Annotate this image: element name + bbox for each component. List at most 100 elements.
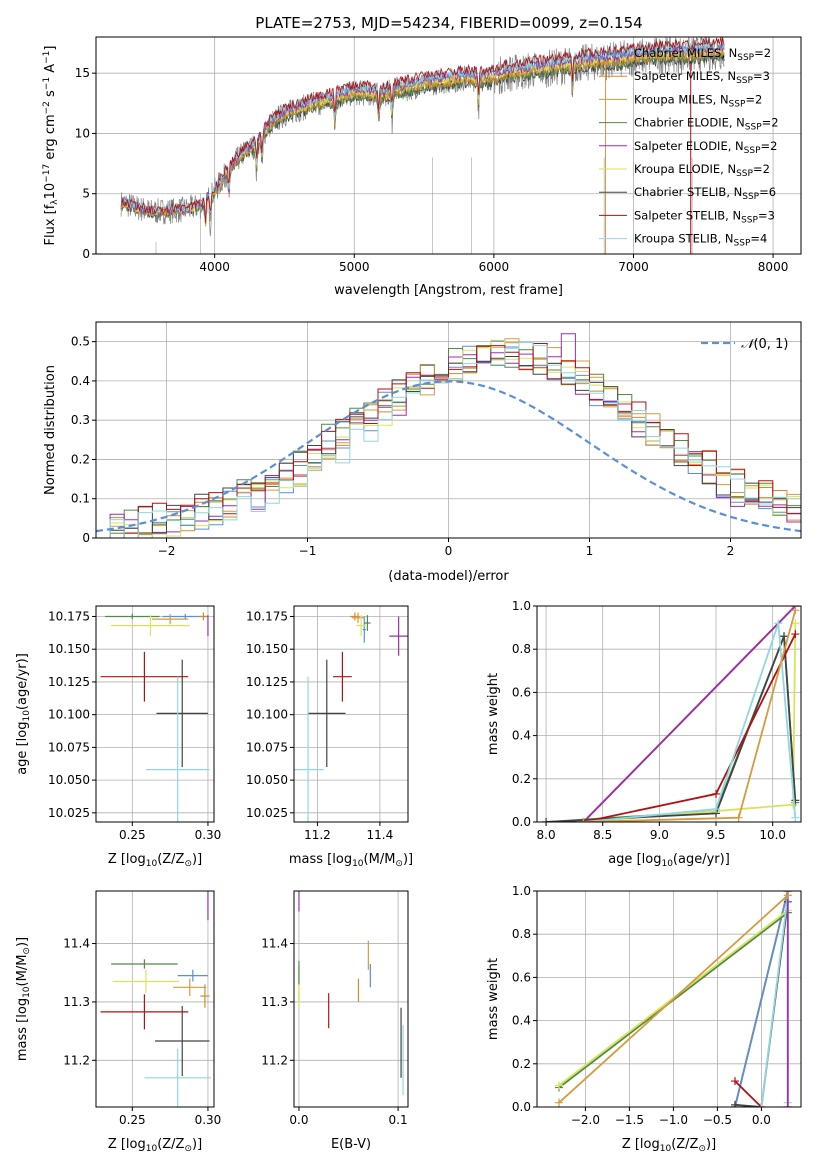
y-axis-label: mass weight: [486, 958, 501, 1040]
label-part: Z [log: [622, 1137, 660, 1152]
label-part: Kroupa MILES, N: [634, 92, 729, 106]
legend-label: Salpeter STELIB, NSSP=3: [634, 208, 775, 225]
label-part: age [log: [15, 722, 30, 775]
label-part: SSP: [734, 239, 751, 249]
y-tick-label: 10.100: [48, 708, 90, 722]
spectrum-model-7: [120, 37, 725, 224]
plot-area: [294, 612, 408, 822]
mass-weight-point: [791, 796, 800, 805]
plot-area: [555, 891, 792, 1107]
label-part: (Z/Z: [157, 1137, 184, 1152]
x-tick-label: −2.0: [571, 1113, 600, 1127]
y-tick-label: 10.125: [48, 675, 90, 689]
legend-label: Salpeter ELODIE, NSSP=2: [634, 139, 777, 156]
x-tick-label: 10.0: [759, 828, 786, 842]
panel-mw_vs_Z: −2.0 −1.5 −1.0 −0.5 0.0 0.0 0.2 0.4 0.6 0.8 1.0 Z […: [486, 884, 802, 1154]
y-tick-label: 10.025: [246, 806, 288, 820]
mass-weight-point: [783, 891, 792, 900]
label-part: 10: [43, 183, 58, 200]
y-tick-label: 0.4: [71, 374, 90, 388]
mass-weight-line-4: [582, 606, 796, 822]
mass-weight-line-5: [583, 623, 797, 822]
mass-weight-line-3: [546, 635, 797, 822]
y-tick-label: 10: [75, 126, 90, 140]
label-part: =2: [761, 139, 778, 153]
label-part: =2: [753, 162, 770, 176]
mass-weight-point: [783, 1103, 792, 1107]
y-tick-label: 11.2: [63, 1053, 90, 1067]
x-tick-label: 8.0: [537, 828, 556, 842]
y-tick-label: 0.6: [512, 685, 531, 699]
mass-weight-point: [579, 818, 588, 822]
label-part: A: [43, 64, 58, 77]
x-tick-label: 0.1: [389, 1113, 408, 1127]
y-axis-label: age [log10(age/yr)]: [15, 653, 32, 775]
legend-label: Salpeter MILES, NSSP=3: [634, 69, 770, 86]
y-tick-label: 10.050: [246, 773, 288, 787]
y-tick-label: 10.075: [246, 740, 288, 754]
panel-mw_vs_age: 8.0 8.5 9.0 9.5 10.0 0.0 0.2 0.4 0.6 0.8 1.0 age [l…: [486, 599, 802, 869]
y-axis-label: mass weight: [486, 673, 501, 755]
y-tick-label: 1.0: [512, 884, 531, 898]
x-tick-label: 1: [586, 544, 594, 558]
x-tick-label: 0.0: [752, 1113, 771, 1127]
panel-age_vs_mass: 11.2 11.4 10.025 10.050 10.075 10.100 10.125 10…: [246, 605, 413, 869]
axes-frame: [95, 36, 802, 255]
label-part: (0, 1): [753, 337, 788, 352]
y-tick-label: 0.8: [512, 642, 531, 656]
x-tick-label: −0.5: [703, 1113, 732, 1127]
label-part: Z [log: [108, 1137, 146, 1152]
label-part: Salpeter STELIB, N: [634, 208, 741, 222]
y-axis-label: mass [log10(M/M⊙)]: [15, 937, 32, 1061]
label-part: −1: [42, 51, 52, 64]
label-part: Z [log: [108, 852, 146, 867]
label-part: SSP: [736, 76, 753, 86]
label-part: )]: [192, 852, 202, 867]
mass-weight-point: [712, 805, 721, 814]
label-part: age [log: [608, 852, 661, 867]
mass-weight-point: [791, 606, 800, 615]
plot-area: [120, 37, 725, 254]
label-part: 10: [352, 859, 364, 869]
label-part: ⊙: [22, 947, 32, 955]
label-part: )]: [15, 937, 30, 947]
x-tick-label: 8.5: [593, 828, 612, 842]
label-part: mass [log: [15, 998, 30, 1061]
label-part: 10: [146, 1144, 158, 1154]
y-tick-label: 10.125: [246, 675, 288, 689]
label-part: (Z/Z: [671, 1137, 698, 1152]
label-part: ⊙: [184, 859, 192, 869]
label-part: =3: [758, 208, 775, 222]
y-tick-label: 10.150: [48, 642, 90, 656]
label-part: ⊙: [184, 1144, 192, 1154]
legend-label: Kroupa STELIB, NSSP=4: [634, 232, 767, 249]
y-axis-label: Flux [fλ10−17 erg cm−2 s−1 A−1]: [42, 46, 60, 246]
y-tick-label: 0.5: [71, 335, 90, 349]
mass-weight-point: [555, 1081, 563, 1090]
mass-weight-point: [757, 1103, 766, 1107]
label-part: Salpeter MILES, N: [634, 69, 736, 83]
axes-frame: [95, 890, 215, 1108]
label-part: ⊙: [698, 1144, 706, 1154]
y-tick-label: 0.0: [512, 815, 531, 829]
y-tick-label: 10.100: [246, 708, 288, 722]
label-part: (age/yr)]: [15, 653, 30, 710]
label-part: Flux [f: [43, 204, 58, 245]
y-axis-label: Normed distribution: [43, 365, 58, 495]
label-part: Chabrier ELODIE, N: [634, 116, 745, 130]
y-tick-label: 0.2: [71, 452, 90, 466]
panel-spectrum: 4000 5000 6000 7000 8000 0 5 10 15 wavelength [An…: [42, 36, 802, 298]
gridlines: [96, 891, 214, 1107]
label-part: SSP: [729, 99, 746, 109]
axes-frame: [536, 605, 802, 823]
y-tick-label: 10.175: [48, 609, 90, 623]
y-tick-label: 11.2: [261, 1053, 288, 1067]
legend-label: Chabrier ELODIE, NSSP=2: [634, 116, 779, 133]
x-tick-label: 0.25: [119, 828, 146, 842]
x-tick-label: 9.0: [650, 828, 669, 842]
x-axis-label: wavelength [Angstrom, rest frame]: [334, 283, 563, 298]
label-part: =2: [754, 46, 771, 60]
y-tick-label: 0.8: [512, 927, 531, 941]
axes-frame: [293, 890, 409, 1108]
